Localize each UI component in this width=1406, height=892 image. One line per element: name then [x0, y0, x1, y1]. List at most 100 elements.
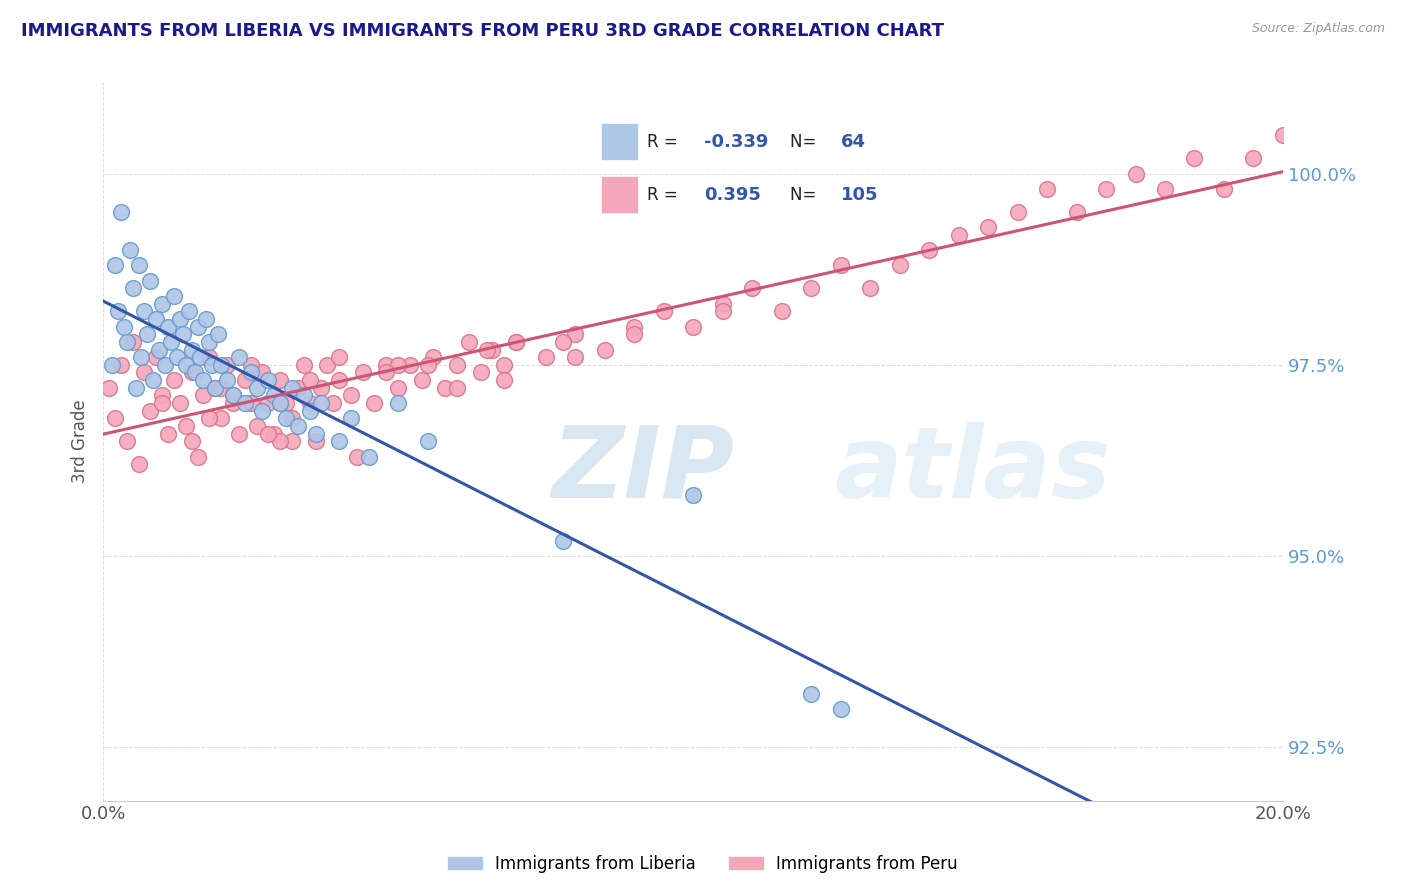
Point — [274, 411, 297, 425]
Point — [711, 304, 734, 318]
Point — [163, 373, 186, 387]
Point — [1213, 182, 1236, 196]
Point — [316, 358, 339, 372]
Point — [652, 304, 675, 318]
Point — [457, 334, 479, 349]
Point — [233, 373, 256, 387]
Point — [328, 350, 350, 364]
Point — [416, 358, 439, 372]
Point — [770, 304, 793, 318]
Point — [134, 366, 156, 380]
Point — [1095, 182, 1118, 196]
Point — [169, 312, 191, 326]
Point — [470, 366, 492, 380]
Point — [190, 350, 212, 364]
Point — [304, 426, 326, 441]
Point — [186, 319, 208, 334]
Point — [201, 358, 224, 372]
Point — [311, 381, 333, 395]
Point — [131, 350, 153, 364]
Point — [204, 381, 226, 395]
Point — [1243, 152, 1265, 166]
Point — [139, 403, 162, 417]
Point — [292, 358, 315, 372]
Point — [830, 259, 852, 273]
Point — [357, 450, 380, 464]
Point — [150, 296, 173, 310]
Point — [564, 327, 586, 342]
Point — [180, 343, 202, 357]
Point — [195, 312, 218, 326]
Point — [128, 457, 150, 471]
Point — [494, 373, 516, 387]
Point — [98, 381, 121, 395]
Point — [1125, 167, 1147, 181]
Point — [287, 419, 309, 434]
Point — [328, 434, 350, 449]
Point — [800, 687, 823, 701]
Point — [363, 396, 385, 410]
Point — [228, 426, 250, 441]
Point — [198, 350, 221, 364]
Point — [281, 381, 304, 395]
Point — [889, 259, 911, 273]
Point — [198, 411, 221, 425]
Point — [121, 334, 143, 349]
Point — [110, 358, 132, 372]
Text: Source: ZipAtlas.com: Source: ZipAtlas.com — [1251, 22, 1385, 36]
Point — [166, 350, 188, 364]
Point — [375, 366, 398, 380]
Text: IMMIGRANTS FROM LIBERIA VS IMMIGRANTS FROM PERU 3RD GRADE CORRELATION CHART: IMMIGRANTS FROM LIBERIA VS IMMIGRANTS FR… — [21, 22, 943, 40]
Point — [136, 327, 159, 342]
Point — [411, 373, 433, 387]
Point — [1184, 152, 1206, 166]
Point — [110, 205, 132, 219]
Point — [1036, 182, 1059, 196]
Point — [553, 334, 575, 349]
Point — [1066, 205, 1088, 219]
Point — [328, 373, 350, 387]
Point — [209, 381, 232, 395]
Text: ZIP: ZIP — [551, 422, 734, 518]
Point — [1272, 128, 1295, 143]
Point — [157, 426, 180, 441]
Point — [292, 388, 315, 402]
Point — [139, 274, 162, 288]
Point — [281, 434, 304, 449]
Point — [169, 396, 191, 410]
Point — [948, 227, 970, 242]
Point — [180, 434, 202, 449]
Point — [148, 343, 170, 357]
Point — [623, 327, 645, 342]
Point — [298, 396, 321, 410]
Text: atlas: atlas — [835, 422, 1111, 518]
Point — [481, 343, 503, 357]
Point — [186, 450, 208, 464]
Point — [193, 388, 215, 402]
Point — [104, 259, 127, 273]
Point — [121, 281, 143, 295]
Point — [322, 396, 344, 410]
Point — [157, 319, 180, 334]
Legend: Immigrants from Liberia, Immigrants from Peru: Immigrants from Liberia, Immigrants from… — [441, 848, 965, 880]
Point — [252, 366, 274, 380]
Point — [174, 358, 197, 372]
Point — [160, 334, 183, 349]
Point — [505, 334, 527, 349]
Point — [340, 388, 363, 402]
Point — [375, 358, 398, 372]
Point — [475, 343, 498, 357]
Point — [387, 358, 409, 372]
Point — [252, 403, 274, 417]
Point — [124, 381, 146, 395]
Point — [245, 381, 267, 395]
Point — [145, 350, 167, 364]
Point — [163, 289, 186, 303]
Y-axis label: 3rd Grade: 3rd Grade — [72, 400, 89, 483]
Point — [505, 334, 527, 349]
Point — [134, 304, 156, 318]
Point — [107, 304, 129, 318]
Point — [800, 281, 823, 295]
Point — [263, 426, 285, 441]
Point — [387, 381, 409, 395]
